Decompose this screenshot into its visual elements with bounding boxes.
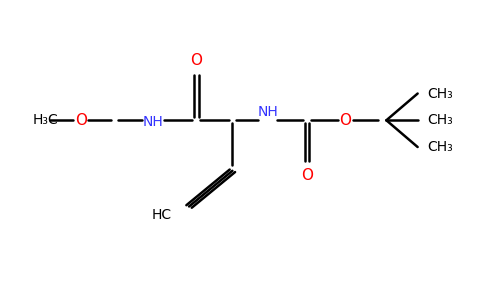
Text: O: O (301, 168, 313, 183)
Text: O: O (190, 53, 202, 68)
Text: NH: NH (258, 105, 279, 119)
Text: H₃C: H₃C (32, 113, 59, 127)
Text: O: O (339, 113, 351, 128)
Text: O: O (75, 113, 87, 128)
Text: CH₃: CH₃ (427, 86, 453, 100)
Text: CH₃: CH₃ (427, 113, 453, 127)
Text: HC: HC (152, 208, 172, 222)
Text: NH: NH (143, 115, 163, 129)
Text: CH₃: CH₃ (427, 140, 453, 154)
